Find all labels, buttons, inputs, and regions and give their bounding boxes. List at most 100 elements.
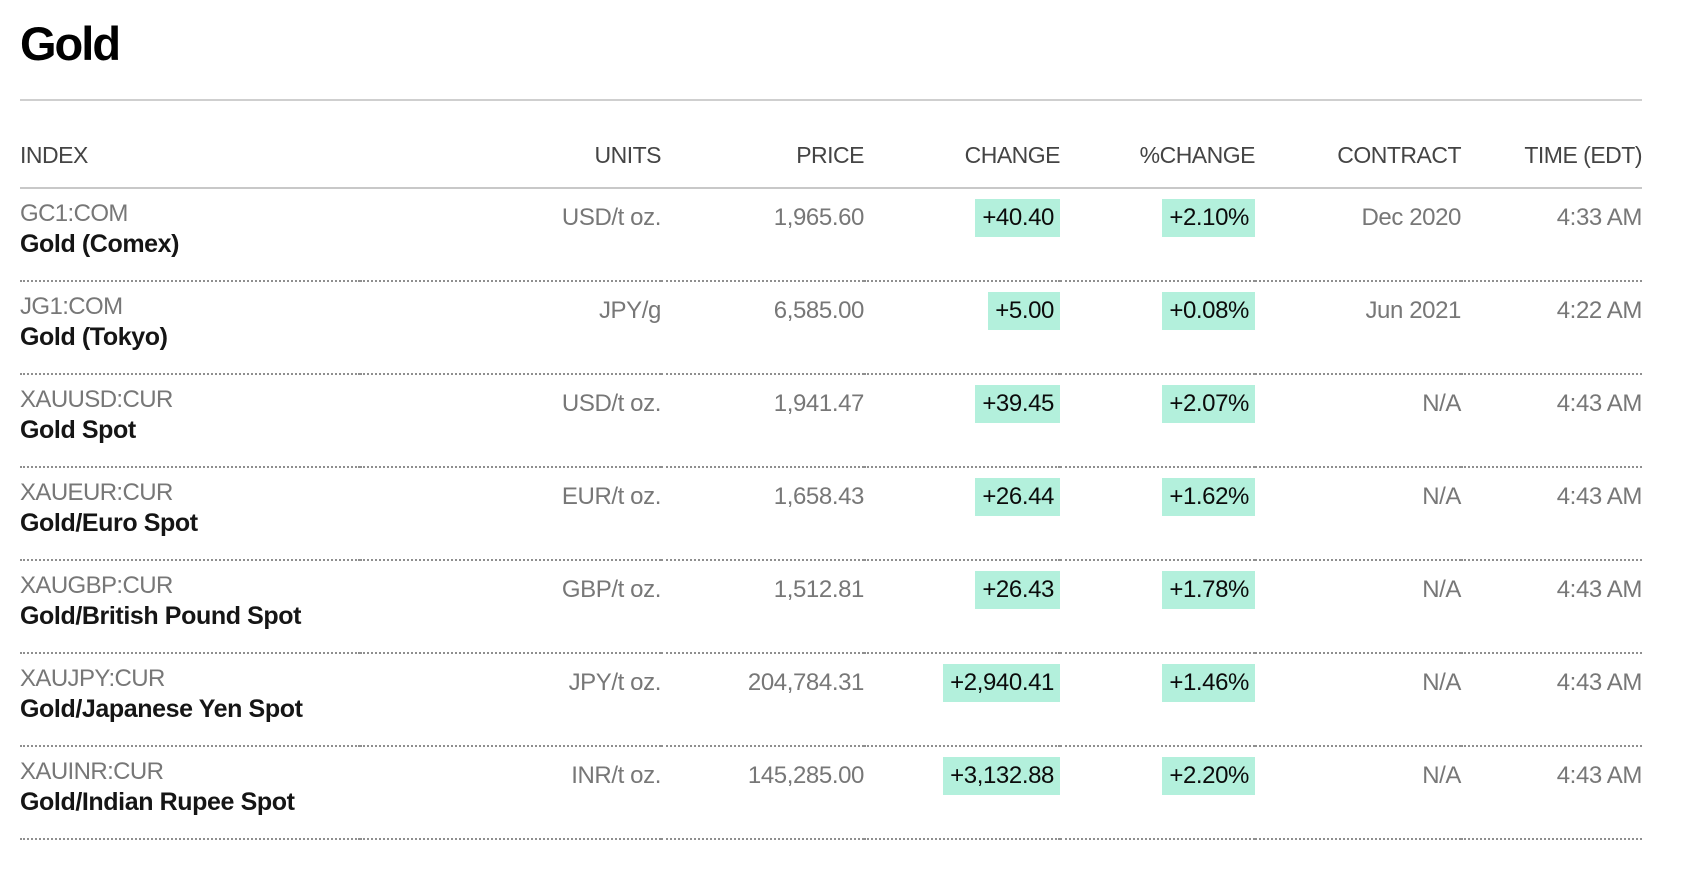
page-title: Gold	[20, 17, 121, 70]
index-cell[interactable]: XAUEUR:CUR Gold/Euro Spot	[20, 467, 360, 561]
ticker-link[interactable]: XAUINR:CUR	[20, 758, 164, 785]
units-value: JPY/g	[598, 297, 661, 324]
security-name-link[interactable]: Gold (Comex)	[20, 230, 180, 258]
units-value: INR/t oz.	[571, 762, 661, 789]
units-value: GBP/t oz.	[561, 576, 662, 603]
table-row[interactable]: GC1:COM Gold (Comex) USD/t oz. 1,965.60 …	[20, 188, 1642, 282]
security-name-link[interactable]: Gold/Japanese Yen Spot	[20, 695, 303, 723]
index-cell[interactable]: XAUINR:CUR Gold/Indian Rupee Spot	[20, 746, 360, 840]
column-header-contract: CONTRACT	[1255, 131, 1462, 189]
price-value: 1,658.43	[773, 483, 865, 510]
time-cell: 4:33 AM	[1461, 188, 1642, 282]
price-value: 1,965.60	[773, 204, 865, 231]
ticker-link[interactable]: XAUEUR:CUR	[20, 479, 173, 506]
contract-cell: Dec 2020	[1255, 188, 1461, 282]
pct-change-cell: +1.46%	[1060, 653, 1255, 747]
table-row[interactable]: XAUJPY:CUR Gold/Japanese Yen Spot JPY/t …	[20, 653, 1642, 747]
pct-change-cell: +2.07%	[1060, 374, 1255, 468]
units-cell: USD/t oz.	[360, 188, 661, 282]
column-header-index: INDEX	[20, 131, 360, 189]
time-cell: 4:43 AM	[1461, 653, 1642, 747]
index-cell[interactable]: XAUUSD:CUR Gold Spot	[20, 374, 360, 468]
units-cell: USD/t oz.	[360, 374, 661, 468]
pct-change-badge: +2.10%	[1162, 199, 1255, 237]
contract-value: Jun 2021	[1365, 297, 1461, 324]
units-cell: EUR/t oz.	[360, 467, 661, 561]
index-cell[interactable]: JG1:COM Gold (Tokyo)	[20, 281, 360, 375]
contract-value: N/A	[1422, 669, 1461, 696]
change-cell: +26.43	[864, 560, 1060, 654]
pct-change-badge: +1.62%	[1162, 478, 1255, 516]
units-cell: INR/t oz.	[360, 746, 661, 840]
contract-cell: N/A	[1255, 746, 1461, 840]
change-badge: +39.45	[975, 385, 1060, 423]
change-badge: +40.40	[975, 199, 1060, 237]
pct-change-cell: +2.20%	[1060, 746, 1255, 840]
time-value: 4:43 AM	[1556, 483, 1643, 510]
index-cell[interactable]: XAUGBP:CUR Gold/British Pound Spot	[20, 560, 360, 654]
contract-value: N/A	[1422, 576, 1461, 603]
table-row[interactable]: XAUUSD:CUR Gold Spot USD/t oz. 1,941.47 …	[20, 374, 1643, 468]
time-cell: 4:43 AM	[1461, 467, 1643, 561]
security-name-link[interactable]: Gold Spot	[20, 416, 136, 444]
price-cell: 1,965.60	[661, 188, 865, 282]
price-value: 6,585.00	[773, 297, 865, 324]
contract-cell: N/A	[1255, 560, 1461, 654]
pct-change-badge: +2.20%	[1162, 757, 1255, 795]
ticker-link[interactable]: GC1:COM	[20, 200, 128, 227]
table-row[interactable]: XAUGBP:CUR Gold/British Pound Spot GBP/t…	[20, 560, 1643, 654]
price-value: 145,285.00	[747, 762, 865, 789]
header-row: INDEX UNITS PRICE CHANGE %CHANGE CONTRAC…	[20, 131, 1643, 189]
security-name-link[interactable]: Gold/British Pound Spot	[20, 602, 302, 630]
time-value: 4:43 AM	[1556, 576, 1643, 603]
time-cell: 4:22 AM	[1461, 281, 1642, 375]
ticker-link[interactable]: XAUUSD:CUR	[20, 386, 173, 413]
quotes-table: INDEX UNITS PRICE CHANGE %CHANGE CONTRAC…	[20, 131, 1643, 840]
units-value: USD/t oz.	[561, 390, 661, 417]
column-header-change: CHANGE	[864, 131, 1061, 189]
units-value: JPY/t oz.	[568, 669, 662, 696]
contract-cell: N/A	[1255, 467, 1461, 561]
contract-cell: Jun 2021	[1255, 281, 1461, 375]
contract-cell: N/A	[1255, 374, 1461, 468]
change-cell: +5.00	[864, 281, 1060, 375]
table-header: INDEX UNITS PRICE CHANGE %CHANGE CONTRAC…	[20, 131, 1643, 189]
price-cell: 204,784.31	[661, 653, 865, 747]
index-cell[interactable]: XAUJPY:CUR Gold/Japanese Yen Spot	[20, 653, 360, 747]
index-cell[interactable]: GC1:COM Gold (Comex)	[20, 188, 360, 282]
pct-change-cell: +1.78%	[1060, 560, 1255, 654]
price-value: 204,784.31	[747, 669, 865, 696]
pct-change-badge: +1.46%	[1162, 664, 1255, 702]
table-body: GC1:COM Gold (Comex) USD/t oz. 1,965.60 …	[20, 188, 1643, 840]
security-name-link[interactable]: Gold (Tokyo)	[20, 323, 168, 351]
table-row[interactable]: XAUEUR:CUR Gold/Euro Spot EUR/t oz. 1,65…	[20, 467, 1643, 561]
change-cell: +40.40	[864, 188, 1060, 282]
table-row[interactable]: XAUINR:CUR Gold/Indian Rupee Spot INR/t …	[20, 746, 1642, 840]
change-cell: +39.45	[864, 374, 1060, 468]
contract-value: N/A	[1422, 483, 1461, 510]
contract-cell: N/A	[1255, 653, 1461, 747]
gold-quotes-panel: Gold INDEX UNITS PRICE CHANGE %CHANGE CO…	[20, 0, 1643, 840]
price-cell: 1,658.43	[661, 467, 865, 561]
change-cell: +3,132.88	[864, 746, 1060, 840]
ticker-link[interactable]: XAUJPY:CUR	[20, 665, 165, 692]
pct-change-cell: +1.62%	[1060, 467, 1255, 561]
price-value: 1,512.81	[773, 576, 865, 603]
time-value: 4:43 AM	[1556, 390, 1643, 417]
time-cell: 4:43 AM	[1461, 560, 1643, 654]
contract-value: N/A	[1422, 390, 1461, 417]
price-cell: 145,285.00	[661, 746, 865, 840]
column-header-time: TIME (EDT)	[1461, 131, 1643, 189]
title-divider	[20, 99, 1642, 101]
price-cell: 1,512.81	[661, 560, 865, 654]
column-header-price: PRICE	[661, 131, 865, 189]
change-badge: +26.44	[975, 478, 1060, 516]
ticker-link[interactable]: JG1:COM	[20, 293, 123, 320]
security-name-link[interactable]: Gold/Indian Rupee Spot	[20, 788, 295, 816]
pct-change-badge: +0.08%	[1162, 292, 1255, 330]
units-cell: JPY/t oz.	[360, 653, 662, 747]
table-row[interactable]: JG1:COM Gold (Tokyo) JPY/g 6,585.00 +5.0…	[20, 281, 1642, 375]
security-name-link[interactable]: Gold/Euro Spot	[20, 509, 198, 537]
column-header-pct-change: %CHANGE	[1060, 131, 1256, 189]
ticker-link[interactable]: XAUGBP:CUR	[20, 572, 173, 599]
